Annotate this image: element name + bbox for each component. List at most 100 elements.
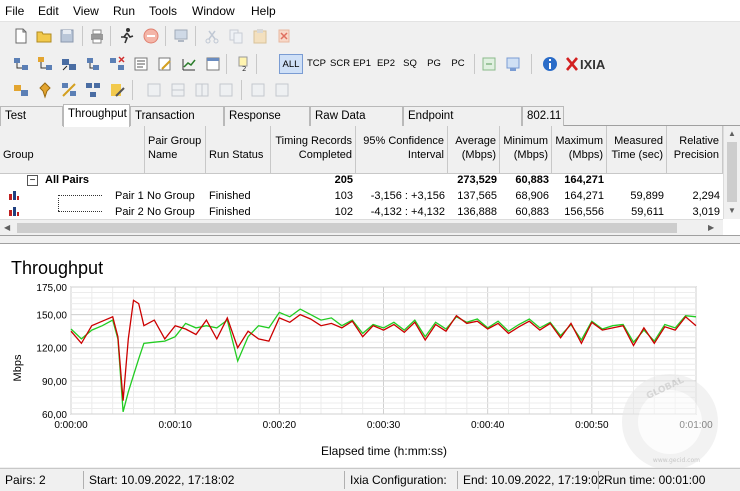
x-tick-label: 0:00:00 [54, 420, 88, 431]
col-header-run-status[interactable]: Run Status [206, 126, 271, 174]
disabled-a-icon[interactable] [249, 81, 267, 99]
graph-settings-icon[interactable] [180, 55, 198, 73]
layout-c-icon[interactable] [193, 81, 211, 99]
col-header-pair-group-name[interactable]: Pair Group Name [145, 126, 206, 174]
chart-series [70, 299, 697, 412]
y-tick-label: 60,00 [42, 410, 67, 421]
filter-ep1-button[interactable]: EP1 [353, 58, 371, 69]
tab-transaction-rate[interactable]: Transaction Rate [130, 106, 224, 140]
window-icon[interactable] [204, 55, 222, 73]
scroll-up-arrow[interactable]: ▲ [728, 129, 736, 138]
run-icon[interactable] [118, 27, 136, 45]
script-icon[interactable] [132, 55, 150, 73]
edit-script-icon[interactable] [156, 55, 174, 73]
save-icon[interactable] [58, 27, 76, 45]
pair-copy-icon[interactable] [84, 55, 102, 73]
run-options-icon[interactable]: 2 [234, 55, 252, 73]
export-icon[interactable] [480, 55, 498, 73]
tab-response-time[interactable]: Response Time [224, 106, 310, 140]
series-line-green [70, 308, 697, 412]
new-file-icon[interactable] [12, 27, 30, 45]
wizard-icon[interactable] [60, 81, 78, 99]
col-header-minimum[interactable]: Minimum (Mbps) [500, 126, 552, 174]
network-icon[interactable] [504, 55, 522, 73]
ixia-logo: IXIA [565, 55, 625, 73]
col-header-maximum[interactable]: Maximum (Mbps) [552, 126, 607, 174]
minimum: 60,883 [515, 206, 549, 218]
copy-icon[interactable] [227, 27, 245, 45]
layout-b-icon[interactable] [169, 81, 187, 99]
pair-remove-icon[interactable] [108, 55, 126, 73]
edit-pencil-icon[interactable] [108, 81, 126, 99]
status-start: Start: 10.09.2022, 17:18:02 [89, 473, 235, 487]
pair-add-icon[interactable] [12, 55, 30, 73]
vertical-scroll-thumb[interactable] [727, 142, 737, 202]
col-header-group[interactable]: Group [0, 126, 145, 174]
menu-edit[interactable]: Edit [38, 4, 59, 18]
collapse-toggle[interactable]: − [27, 175, 38, 186]
horizontal-scrollbar[interactable]: ◀ ▶ [0, 219, 723, 235]
paste-icon[interactable] [251, 27, 269, 45]
series-line-red [70, 299, 697, 401]
x-tick-label: 0:00:30 [367, 420, 401, 431]
horizontal-scroll-thumb[interactable] [17, 223, 677, 233]
minimum: 68,906 [515, 190, 549, 202]
pin-icon[interactable] [36, 81, 54, 99]
col-header-relative-precision[interactable]: Relative Precision [667, 126, 723, 174]
throughput-chart-panel: Throughput Mbps Elapsed time (h:mm:ss) 6… [0, 243, 740, 468]
tab-raw-data-totals[interactable]: Raw Data Totals [310, 106, 403, 140]
relative-precision: 3,019 [692, 206, 720, 218]
throughput-chart: Throughput Mbps Elapsed time (h:mm:ss) 6… [11, 258, 718, 468]
timing-records: 102 [334, 206, 353, 218]
y-tick-label: 90,00 [42, 377, 67, 388]
monitor-icon[interactable] [172, 27, 190, 45]
menu-view[interactable]: View [73, 4, 99, 18]
menu-tools[interactable]: Tools [149, 4, 178, 18]
layout-d-icon[interactable] [217, 81, 235, 99]
pair-chart-icon [8, 205, 20, 220]
pair-edit-icon[interactable] [60, 55, 78, 73]
summary-average: 273,529 [457, 174, 497, 186]
endpoint-icon[interactable] [12, 81, 30, 99]
tab-endpoint-configuration[interactable]: Endpoint Configuration [403, 106, 522, 140]
col-header-timing-records[interactable]: Timing Records Completed [271, 126, 356, 174]
filter-all-button[interactable]: ALL [279, 54, 303, 74]
disabled-b-icon[interactable] [273, 81, 291, 99]
filter-tcp-button[interactable]: TCP [307, 58, 326, 69]
scroll-left-arrow[interactable]: ◀ [4, 223, 11, 232]
cut-icon[interactable] [203, 27, 221, 45]
multicast-icon[interactable] [36, 55, 54, 73]
filter-pg-button[interactable]: PG [427, 58, 441, 69]
info-icon[interactable] [541, 55, 559, 73]
confidence-interval: -4,132 : +4,132 [370, 206, 445, 218]
network-map-icon[interactable] [84, 81, 102, 99]
tab-802-11[interactable]: 802.11 [522, 106, 564, 126]
vertical-scrollbar[interactable]: ▲ ▼ [723, 126, 740, 219]
tree-connector [58, 195, 102, 196]
filter-ep2-button[interactable]: EP2 [377, 58, 395, 69]
col-header-measured-time[interactable]: Measured Time (sec) [607, 126, 667, 174]
open-folder-icon[interactable] [35, 27, 53, 45]
scroll-right-arrow[interactable]: ▶ [708, 223, 715, 232]
pair-name: Pair 2 [115, 206, 144, 218]
secondary-toolbar [0, 77, 740, 103]
filter-scr-button[interactable]: SCR [330, 58, 351, 69]
menu-file[interactable]: File [5, 4, 25, 18]
filter-sq-button[interactable]: SQ [403, 58, 417, 69]
pair-name: Pair 1 [115, 190, 144, 202]
tab-test-setup[interactable]: Test Setup [0, 106, 63, 140]
scroll-down-arrow[interactable]: ▼ [728, 206, 736, 215]
menu-run[interactable]: Run [113, 4, 136, 18]
print-icon[interactable] [88, 27, 106, 45]
menu-help[interactable]: Help [251, 4, 276, 18]
tab-throughput[interactable]: Throughput [63, 104, 130, 127]
pair-group: No Group [147, 190, 195, 202]
delete-icon[interactable] [275, 27, 293, 45]
col-header-confidence[interactable]: 95% Confidence Interval [356, 126, 448, 174]
pair-chart-icon [8, 189, 20, 204]
layout-a-icon[interactable] [145, 81, 163, 99]
menu-window[interactable]: Window [192, 4, 235, 18]
col-header-average[interactable]: Average (Mbps) [448, 126, 500, 174]
filter-pc-button[interactable]: PC [451, 58, 465, 69]
stop-icon[interactable] [142, 27, 160, 45]
